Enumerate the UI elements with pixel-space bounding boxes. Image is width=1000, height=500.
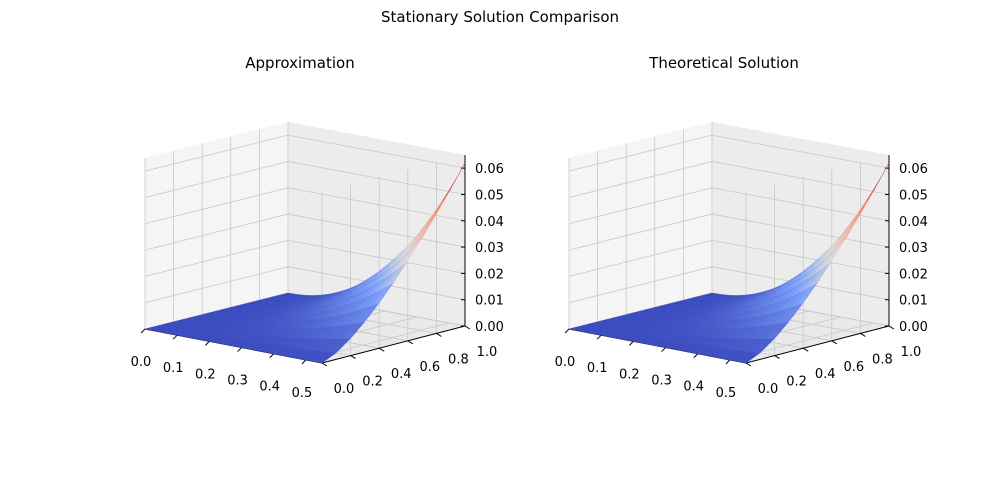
y-tick (860, 332, 866, 337)
y-tick (802, 347, 809, 352)
left-pane (569, 122, 712, 329)
y-tick (378, 347, 385, 352)
y-tick-label: 0.2 (786, 375, 807, 390)
y-tick (774, 355, 780, 360)
y-tick-label: 1.0 (901, 345, 922, 360)
x-tick-label: 0.4 (259, 380, 280, 395)
x-tick (269, 353, 275, 359)
surface-patch (866, 162, 890, 202)
y-tick-label: 0.8 (448, 352, 469, 367)
z-tick-label: 0.03 (899, 241, 928, 256)
x-tick-label: 0.0 (131, 355, 152, 370)
x-tick-label: 0.2 (195, 367, 216, 382)
z-tick-label: 0.01 (899, 294, 928, 309)
y-tick-label: 0.4 (391, 367, 412, 382)
y-tick-label: 1.0 (477, 345, 498, 360)
y-tick (831, 340, 838, 345)
x-tick-label: 0.2 (619, 367, 640, 382)
x-tick (172, 334, 178, 340)
y-tick-label: 0.2 (362, 375, 383, 390)
y-tick (321, 362, 328, 367)
x-tick-label: 0.5 (292, 386, 313, 401)
x-tick (693, 353, 699, 359)
x-tick-label: 0.4 (683, 380, 704, 395)
surface (144, 162, 466, 364)
x-tick (301, 359, 307, 365)
x-tick (596, 334, 602, 340)
z-tick-label: 0.04 (475, 215, 504, 230)
y-tick (745, 362, 752, 367)
y-tick-label: 0.0 (334, 382, 355, 397)
y-tick-label: 0.0 (758, 382, 779, 397)
x-tick-label: 0.1 (163, 361, 184, 376)
z-tick-label: 0.00 (475, 320, 504, 335)
y-tick (407, 340, 414, 345)
z-tick-label: 0.00 (899, 320, 928, 335)
z-tick-label: 0.03 (475, 241, 504, 256)
panel-title: Approximation (245, 54, 354, 72)
z-tick-label: 0.02 (899, 267, 928, 282)
x-tick-label: 0.1 (587, 361, 608, 376)
z-tick-label: 0.01 (475, 294, 504, 309)
x-tick (140, 328, 146, 334)
y-tick (888, 325, 895, 330)
panel-theoretical-solution: Theoretical Solution 0.0 0.1 0.2 0.3 0.4 0.5 0.… (555, 54, 928, 401)
x-tick (205, 341, 210, 346)
x-tick (564, 328, 570, 334)
y-tick-label: 0.6 (419, 360, 440, 375)
left-pane (145, 122, 288, 329)
z-tick-label: 0.05 (475, 188, 504, 203)
panel-title: Theoretical Solution (648, 54, 799, 72)
y-axis-line (321, 325, 466, 364)
y-tick-label: 0.4 (815, 367, 836, 382)
panel-approximation: Approximation 0.0 0.1 0.2 0.3 0.4 0.5 0.0 0.2 0.4… (131, 54, 504, 401)
x-tick-label: 0.3 (227, 374, 248, 389)
y-tick (436, 332, 442, 337)
x-tick (237, 347, 242, 352)
surface-patch (442, 162, 466, 202)
x-tick (661, 347, 666, 352)
x-tick-label: 0.0 (555, 355, 576, 370)
z-tick-label: 0.06 (475, 162, 504, 177)
figure-suptitle: Stationary Solution Comparison (381, 8, 619, 26)
y-tick (350, 355, 356, 360)
x-tick (629, 341, 634, 346)
z-tick-label: 0.05 (899, 188, 928, 203)
z-tick-label: 0.02 (475, 267, 504, 282)
y-tick (464, 325, 471, 330)
y-tick-label: 0.8 (872, 352, 893, 367)
x-tick-label: 0.3 (651, 374, 672, 389)
y-axis-line (745, 325, 890, 364)
surface (568, 162, 890, 364)
x-tick (725, 359, 731, 365)
z-tick-label: 0.06 (899, 162, 928, 177)
x-tick-label: 0.5 (716, 386, 737, 401)
z-tick-label: 0.04 (899, 215, 928, 230)
y-tick-label: 0.6 (843, 360, 864, 375)
